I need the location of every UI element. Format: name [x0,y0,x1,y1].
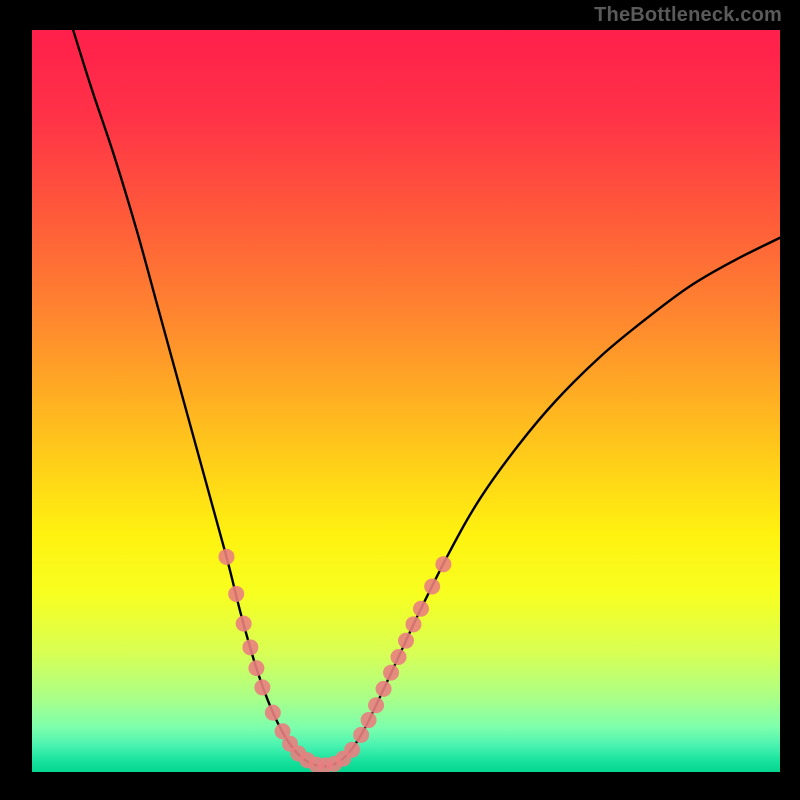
data-marker [242,639,258,655]
data-marker [218,549,234,565]
data-marker [353,727,369,743]
data-marker [236,616,252,632]
data-marker [254,679,270,695]
data-marker [265,705,281,721]
data-marker [383,665,399,681]
data-marker [398,633,414,649]
data-marker [376,681,392,697]
data-marker [391,649,407,665]
source-watermark: TheBottleneck.com [594,4,782,27]
data-marker [405,616,421,632]
data-marker [248,660,264,676]
data-marker [228,586,244,602]
chart-container: TheBottleneck.com [0,0,800,800]
data-marker [368,697,384,713]
data-marker [413,601,429,617]
data-marker [424,579,440,595]
gradient-background [32,30,780,772]
data-marker [344,742,360,758]
bottleneck-chart [32,30,780,772]
data-marker [361,712,377,728]
data-marker [435,556,451,572]
